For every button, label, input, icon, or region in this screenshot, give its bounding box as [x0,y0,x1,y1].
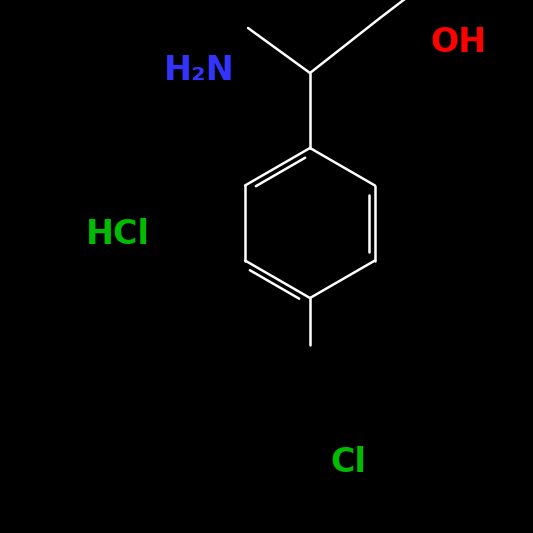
Text: H₂N: H₂N [164,53,235,86]
Text: HCl: HCl [86,219,150,252]
Text: Cl: Cl [330,447,366,480]
Text: OH: OH [430,27,486,60]
